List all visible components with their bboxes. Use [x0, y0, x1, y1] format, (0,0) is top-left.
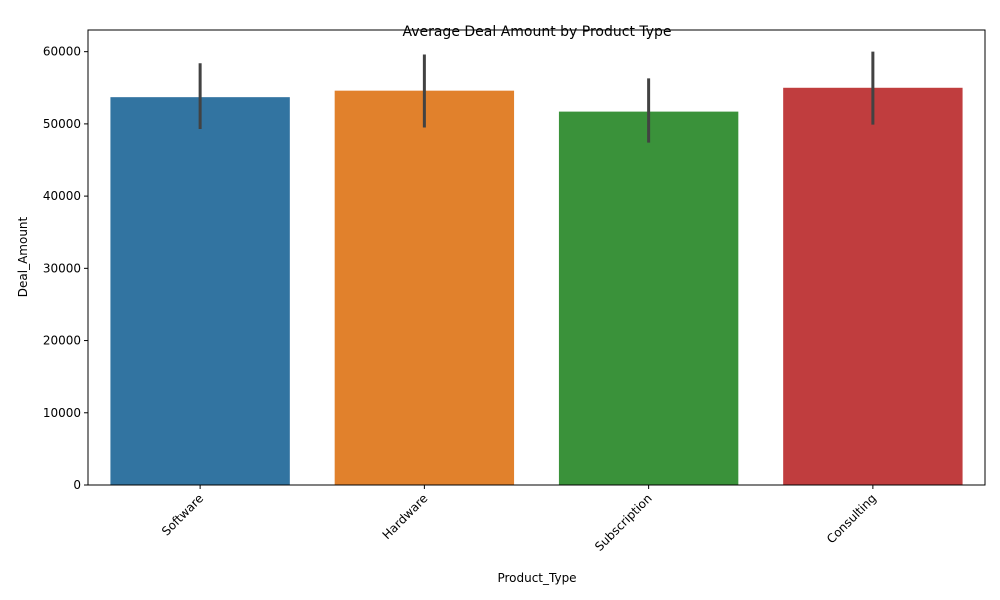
x-tick-label-hardware: Hardware	[380, 491, 431, 542]
y-tick-label: 50000	[43, 117, 81, 131]
chart-title: Average Deal Amount by Product Type	[402, 24, 671, 40]
x-tick-label-software: Software	[159, 491, 206, 538]
y-axis-label: Deal_Amount	[16, 216, 30, 297]
x-axis-label: Product_Type	[497, 571, 576, 585]
x-tick-label-consulting: Consulting	[824, 491, 879, 546]
y-tick-label: 60000	[43, 45, 81, 59]
bar-hardware	[334, 90, 515, 486]
y-tick-label: 0	[73, 478, 81, 492]
plot-frame	[87, 29, 986, 486]
bar-software	[110, 97, 290, 486]
bar-subscription	[558, 111, 739, 485]
x-tick-label-subscription: Subscription	[592, 491, 655, 554]
y-tick-label: 20000	[43, 334, 81, 348]
y-tick-label: 30000	[43, 261, 81, 275]
bar-consulting	[783, 87, 963, 486]
y-tick-label: 10000	[43, 406, 81, 420]
y-tick-label: 40000	[43, 189, 81, 203]
